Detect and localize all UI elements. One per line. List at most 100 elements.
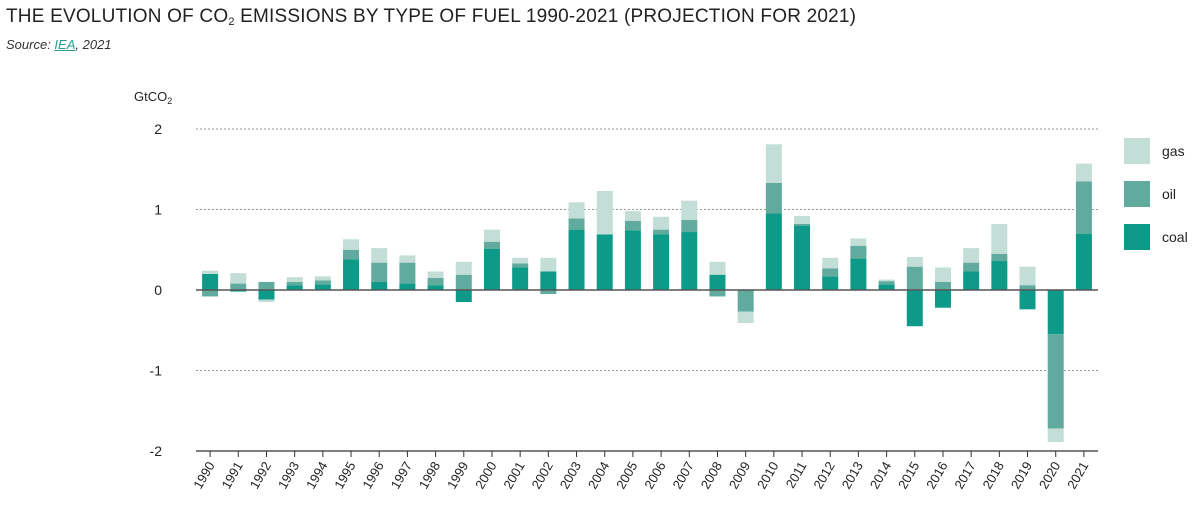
bar-gas-1992 (258, 299, 275, 303)
bar-oil-2002 (540, 290, 557, 295)
bar-oil-2012 (822, 268, 839, 277)
bar-coal-2001 (512, 267, 529, 290)
x-tick-label: 2009 (726, 459, 753, 492)
bar-coal-2000 (483, 248, 500, 290)
bar-gas-2008 (709, 261, 726, 275)
bar-oil-1992 (258, 281, 275, 290)
bar-coal-2003 (568, 229, 585, 290)
bar-oil-2007 (681, 219, 698, 233)
legend-swatch-gas (1124, 138, 1150, 164)
bar-oil-2000 (483, 241, 500, 249)
bar-oil-1995 (343, 249, 360, 260)
bar-gas-2018 (991, 223, 1008, 254)
x-tick-label: 2016 (923, 459, 950, 492)
legend-swatch-oil (1124, 181, 1150, 207)
bar-coal-1993 (286, 285, 303, 290)
bar-coal-2016 (934, 290, 951, 308)
legend-item-oil: oil (1124, 181, 1200, 207)
legend-swatch-coal (1124, 224, 1150, 250)
bar-oil-1993 (286, 281, 303, 286)
bar-oil-2017 (963, 262, 980, 272)
bar-coal-1998 (427, 285, 444, 290)
bar-oil-2011 (794, 223, 811, 226)
bar-oil-2005 (624, 220, 641, 231)
bar-oil-2019 (1019, 285, 1036, 290)
bar-gas-1995 (343, 239, 360, 250)
bar-coal-1990 (202, 273, 219, 290)
x-tick-label: 1997 (388, 459, 415, 492)
bar-gas-2010 (765, 144, 782, 183)
legend-label-coal: coal (1162, 229, 1188, 245)
bar-oil-2001 (512, 263, 529, 268)
bar-oil-2015 (906, 266, 923, 290)
y-tick-label: -2 (150, 443, 163, 459)
x-tick-label: 2005 (613, 459, 640, 492)
bar-coal-2021 (1075, 233, 1092, 290)
chart-title: THE EVOLUTION OF CO2 EMISSIONS BY TYPE O… (6, 6, 857, 28)
bar-gas-2021 (1075, 163, 1092, 182)
bar-coal-2008 (709, 274, 726, 290)
bar-gas-2013 (850, 238, 867, 246)
bar-oil-1994 (314, 280, 331, 285)
x-tick-label: 1999 (444, 459, 471, 492)
x-tick-label: 1996 (359, 459, 386, 492)
x-tick-label: 2008 (698, 459, 725, 492)
bar-oil-1997 (399, 262, 416, 284)
bar-oil-2003 (568, 218, 585, 230)
x-tick-label: 2015 (895, 459, 922, 492)
bar-gas-2000 (483, 229, 500, 242)
bar-gas-2015 (906, 256, 923, 267)
x-tick-label: 2013 (839, 459, 866, 492)
source-line: Source: IEA, 2021 (6, 37, 112, 52)
bar-gas-2017 (963, 248, 980, 263)
bar-coal-2014 (878, 284, 895, 290)
bar-gas-1990 (202, 270, 219, 274)
bar-gas-2005 (624, 211, 641, 221)
bar-gas-2020 (1047, 428, 1064, 443)
bar-gas-1996 (371, 248, 388, 263)
bar-coal-2013 (850, 258, 867, 290)
x-tick-label: 2019 (1008, 459, 1035, 492)
x-tick-label: 2017 (951, 459, 978, 492)
bar-coal-2017 (963, 271, 980, 290)
x-tick-label: 1998 (416, 459, 443, 492)
bar-coal-1997 (399, 283, 416, 290)
x-tick-label: 2018 (979, 459, 1006, 492)
bar-gas-2003 (568, 202, 585, 219)
bar-coal-2006 (653, 234, 670, 290)
bar-coal-1999 (455, 290, 472, 303)
x-tick-label: 2003 (557, 459, 584, 492)
y-tick-label: 2 (154, 121, 162, 137)
bar-oil-1998 (427, 277, 444, 286)
y-tick-label: 0 (154, 282, 162, 298)
x-tick-label: 2021 (1064, 459, 1091, 492)
legend-label-gas: gas (1162, 143, 1185, 159)
source-link[interactable]: IEA (54, 37, 76, 52)
bar-coal-1995 (343, 259, 360, 290)
x-tick-label: 2010 (754, 459, 781, 492)
bar-gas-1993 (286, 277, 303, 282)
x-tick-label: 2006 (641, 459, 668, 492)
bar-coal-2015 (906, 290, 923, 327)
bar-oil-2008 (709, 290, 726, 297)
bar-coal-2019 (1019, 290, 1036, 310)
bar-oil-2021 (1075, 181, 1092, 234)
bar-oil-2018 (991, 253, 1008, 262)
bar-oil-2010 (765, 182, 782, 214)
x-tick-label: 2011 (783, 459, 810, 491)
bar-gas-1991 (230, 273, 247, 284)
x-tick-label: 2002 (528, 459, 555, 492)
bar-oil-2020 (1047, 334, 1064, 429)
bar-oil-1990 (202, 290, 219, 297)
bar-oil-2006 (653, 229, 670, 235)
x-tick-label: 2007 (669, 459, 696, 492)
bar-gas-2012 (822, 257, 839, 269)
bar-coal-2020 (1047, 290, 1064, 335)
legend-item-coal: coal (1124, 224, 1200, 250)
x-tick-label: 1993 (275, 459, 302, 492)
bar-gas-1998 (427, 271, 444, 278)
x-tick-label: 1995 (331, 459, 358, 492)
bar-oil-2009 (737, 290, 754, 312)
x-tick-label: 1990 (190, 459, 217, 492)
